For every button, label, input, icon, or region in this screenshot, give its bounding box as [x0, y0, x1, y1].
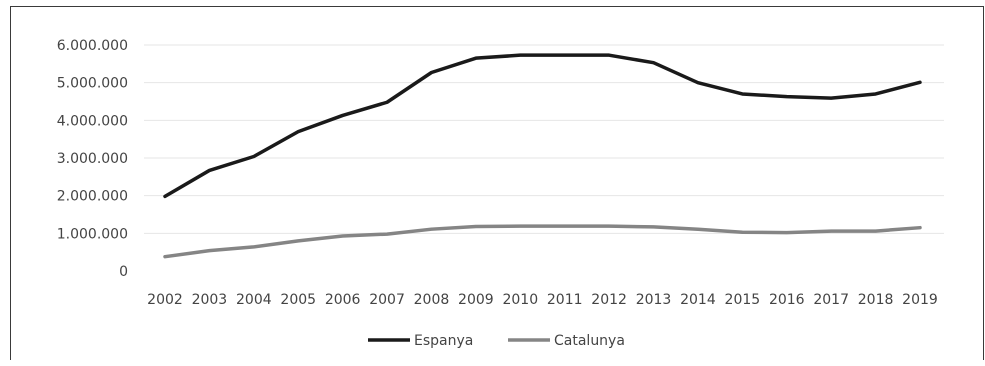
- y-tick-label: 2.000.000: [57, 189, 128, 205]
- x-tick-label: 2005: [280, 292, 316, 308]
- x-tick-label: 2017: [813, 292, 849, 308]
- series-lines: [165, 55, 920, 257]
- y-tick-label: 3.000.000: [57, 151, 128, 167]
- x-tick-label: 2019: [902, 292, 938, 308]
- x-tick-label: 2002: [147, 292, 183, 308]
- y-tick-label: 4.000.000: [57, 113, 128, 129]
- y-axis-ticks: 0 1.000.000 2.000.000 3.000.000 4.000.000 5.0…: [57, 38, 128, 280]
- legend-label: Espanya: [414, 333, 473, 349]
- x-tick-label: 2008: [414, 292, 450, 308]
- x-tick-label: 2012: [591, 292, 627, 308]
- series-line-espanya: [165, 55, 920, 196]
- x-tick-label: 2015: [725, 292, 761, 308]
- x-tick-label: 2010: [502, 292, 538, 308]
- y-tick-label: 1.000.000: [57, 226, 128, 242]
- x-tick-label: 2006: [325, 292, 361, 308]
- legend: Espanya Catalunya: [368, 333, 625, 349]
- y-tick-label: 5.000.000: [57, 76, 128, 92]
- x-tick-label: 2007: [369, 292, 405, 308]
- x-tick-label: 2004: [236, 292, 272, 308]
- x-tick-label: 2011: [547, 292, 583, 308]
- x-axis-ticks: 2002 2003 2004 2005 2006 2007 2008 2009 2010 2011…: [147, 292, 938, 308]
- x-tick-label: 2016: [769, 292, 805, 308]
- x-tick-label: 2013: [636, 292, 672, 308]
- x-tick-label: 2018: [858, 292, 894, 308]
- x-tick-label: 2014: [680, 292, 716, 308]
- x-tick-label: 2009: [458, 292, 494, 308]
- series-line-catalunya: [165, 226, 920, 257]
- y-tick-label: 0: [119, 264, 128, 280]
- x-tick-label: 2003: [192, 292, 228, 308]
- gridlines: [144, 45, 944, 233]
- legend-label: Catalunya: [554, 333, 625, 349]
- y-tick-label: 6.000.000: [57, 38, 128, 54]
